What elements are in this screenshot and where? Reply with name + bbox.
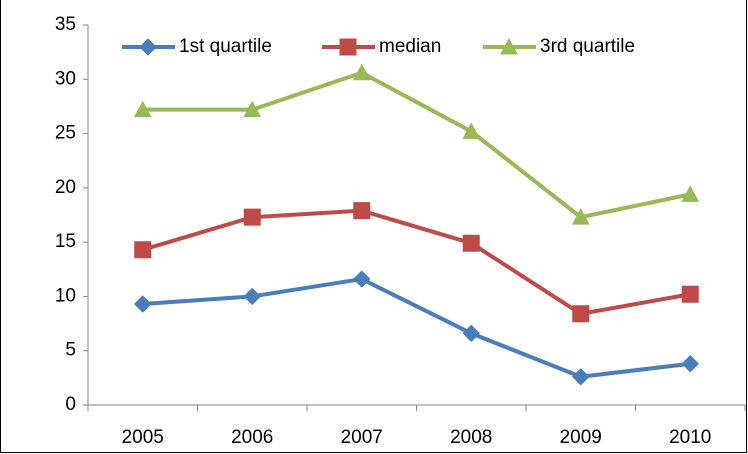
series-line — [142, 70, 691, 220]
data-point — [133, 100, 152, 118]
data-point — [134, 295, 152, 313]
x-tick-label: 2005 — [122, 427, 164, 448]
y-tick-label: 15 — [55, 231, 76, 252]
y-tick-label: 0 — [65, 394, 76, 415]
x-tick-label: 2008 — [450, 427, 492, 448]
series-line — [142, 277, 691, 379]
y-tick-label: 20 — [55, 177, 76, 198]
data-point — [681, 185, 700, 202]
data-point — [352, 63, 371, 81]
data-point — [243, 208, 261, 226]
legend-marker — [339, 38, 357, 56]
data-point — [571, 208, 590, 225]
series-line — [142, 208, 691, 316]
data-point — [681, 285, 699, 303]
legend-label: 1st quartile — [179, 36, 272, 57]
legend-marker — [500, 37, 518, 55]
legend-label: 3rd quartile — [540, 36, 635, 57]
x-tick-label: 2009 — [560, 427, 602, 448]
y-tick-label: 25 — [55, 123, 76, 144]
x-tick-label: 2006 — [231, 427, 273, 448]
data-point — [681, 355, 699, 373]
data-point — [353, 270, 371, 288]
data-point — [462, 234, 480, 252]
y-tick-label: 5 — [65, 340, 76, 361]
data-point — [572, 368, 590, 386]
x-tick-label: 2007 — [341, 427, 383, 448]
y-tick-label: 30 — [55, 68, 76, 89]
y-tick-label: 10 — [55, 285, 76, 306]
data-point — [243, 287, 261, 306]
y-tick-label: 35 — [55, 14, 76, 35]
data-point — [243, 100, 262, 118]
data-point — [572, 305, 590, 323]
x-tick-label: 2010 — [669, 427, 711, 448]
data-point — [134, 241, 152, 259]
legend-marker — [139, 38, 157, 56]
legend-label: median — [379, 36, 441, 57]
data-point — [462, 324, 480, 343]
data-point — [462, 122, 481, 139]
data-point — [353, 202, 371, 220]
